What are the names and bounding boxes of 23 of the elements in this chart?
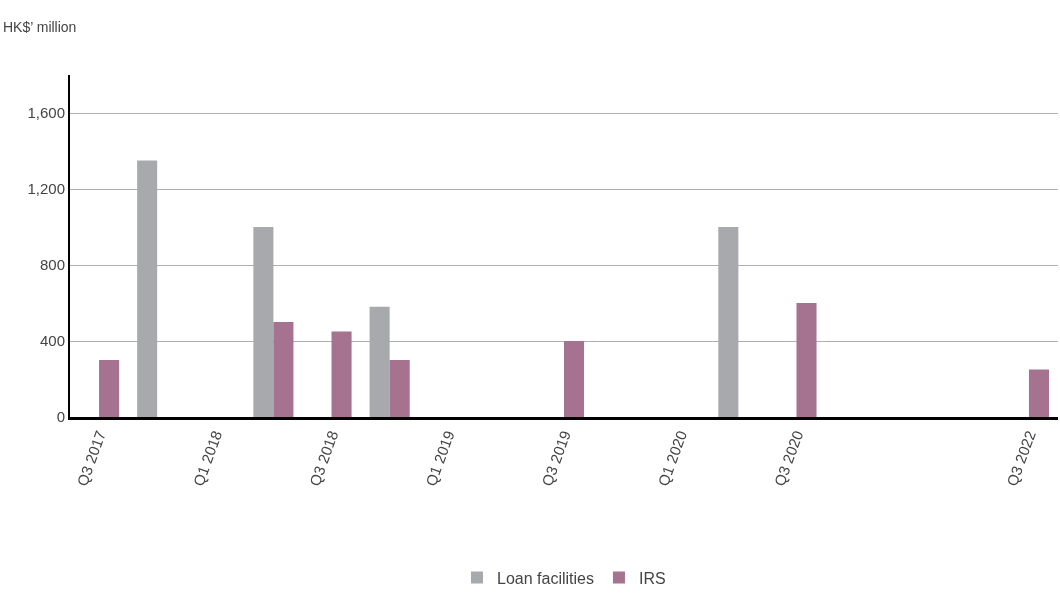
x-tick-label: Q3 2022 bbox=[1003, 428, 1039, 489]
x-tick-label: Q1 2020 bbox=[654, 428, 691, 489]
y-axis-title: HK$’ million bbox=[3, 19, 77, 35]
bar bbox=[273, 322, 294, 417]
legend-label: IRS bbox=[638, 569, 666, 587]
y-tick-label: 800 bbox=[39, 256, 65, 274]
bar bbox=[389, 360, 410, 417]
x-tick-label: Q3 2018 bbox=[305, 428, 342, 489]
bar bbox=[1028, 369, 1049, 417]
x-tick-label: Q3 2020 bbox=[770, 428, 807, 489]
x-tick-label: Q1 2019 bbox=[421, 428, 458, 489]
bar bbox=[564, 341, 585, 417]
y-tick-label: 0 bbox=[56, 408, 65, 426]
legend-label: Loan facilities bbox=[497, 569, 594, 587]
bar bbox=[796, 303, 817, 417]
bar bbox=[331, 331, 352, 417]
y-tick-label: 400 bbox=[39, 332, 65, 350]
x-tick-label: Q3 2017 bbox=[73, 428, 109, 489]
y-tick-label: 1,200 bbox=[27, 180, 65, 198]
x-tick-label: Q3 2019 bbox=[538, 428, 574, 489]
bar bbox=[99, 360, 120, 417]
y-tick-label: 1,600 bbox=[27, 104, 65, 122]
x-tick-label: Q1 2018 bbox=[189, 428, 226, 489]
